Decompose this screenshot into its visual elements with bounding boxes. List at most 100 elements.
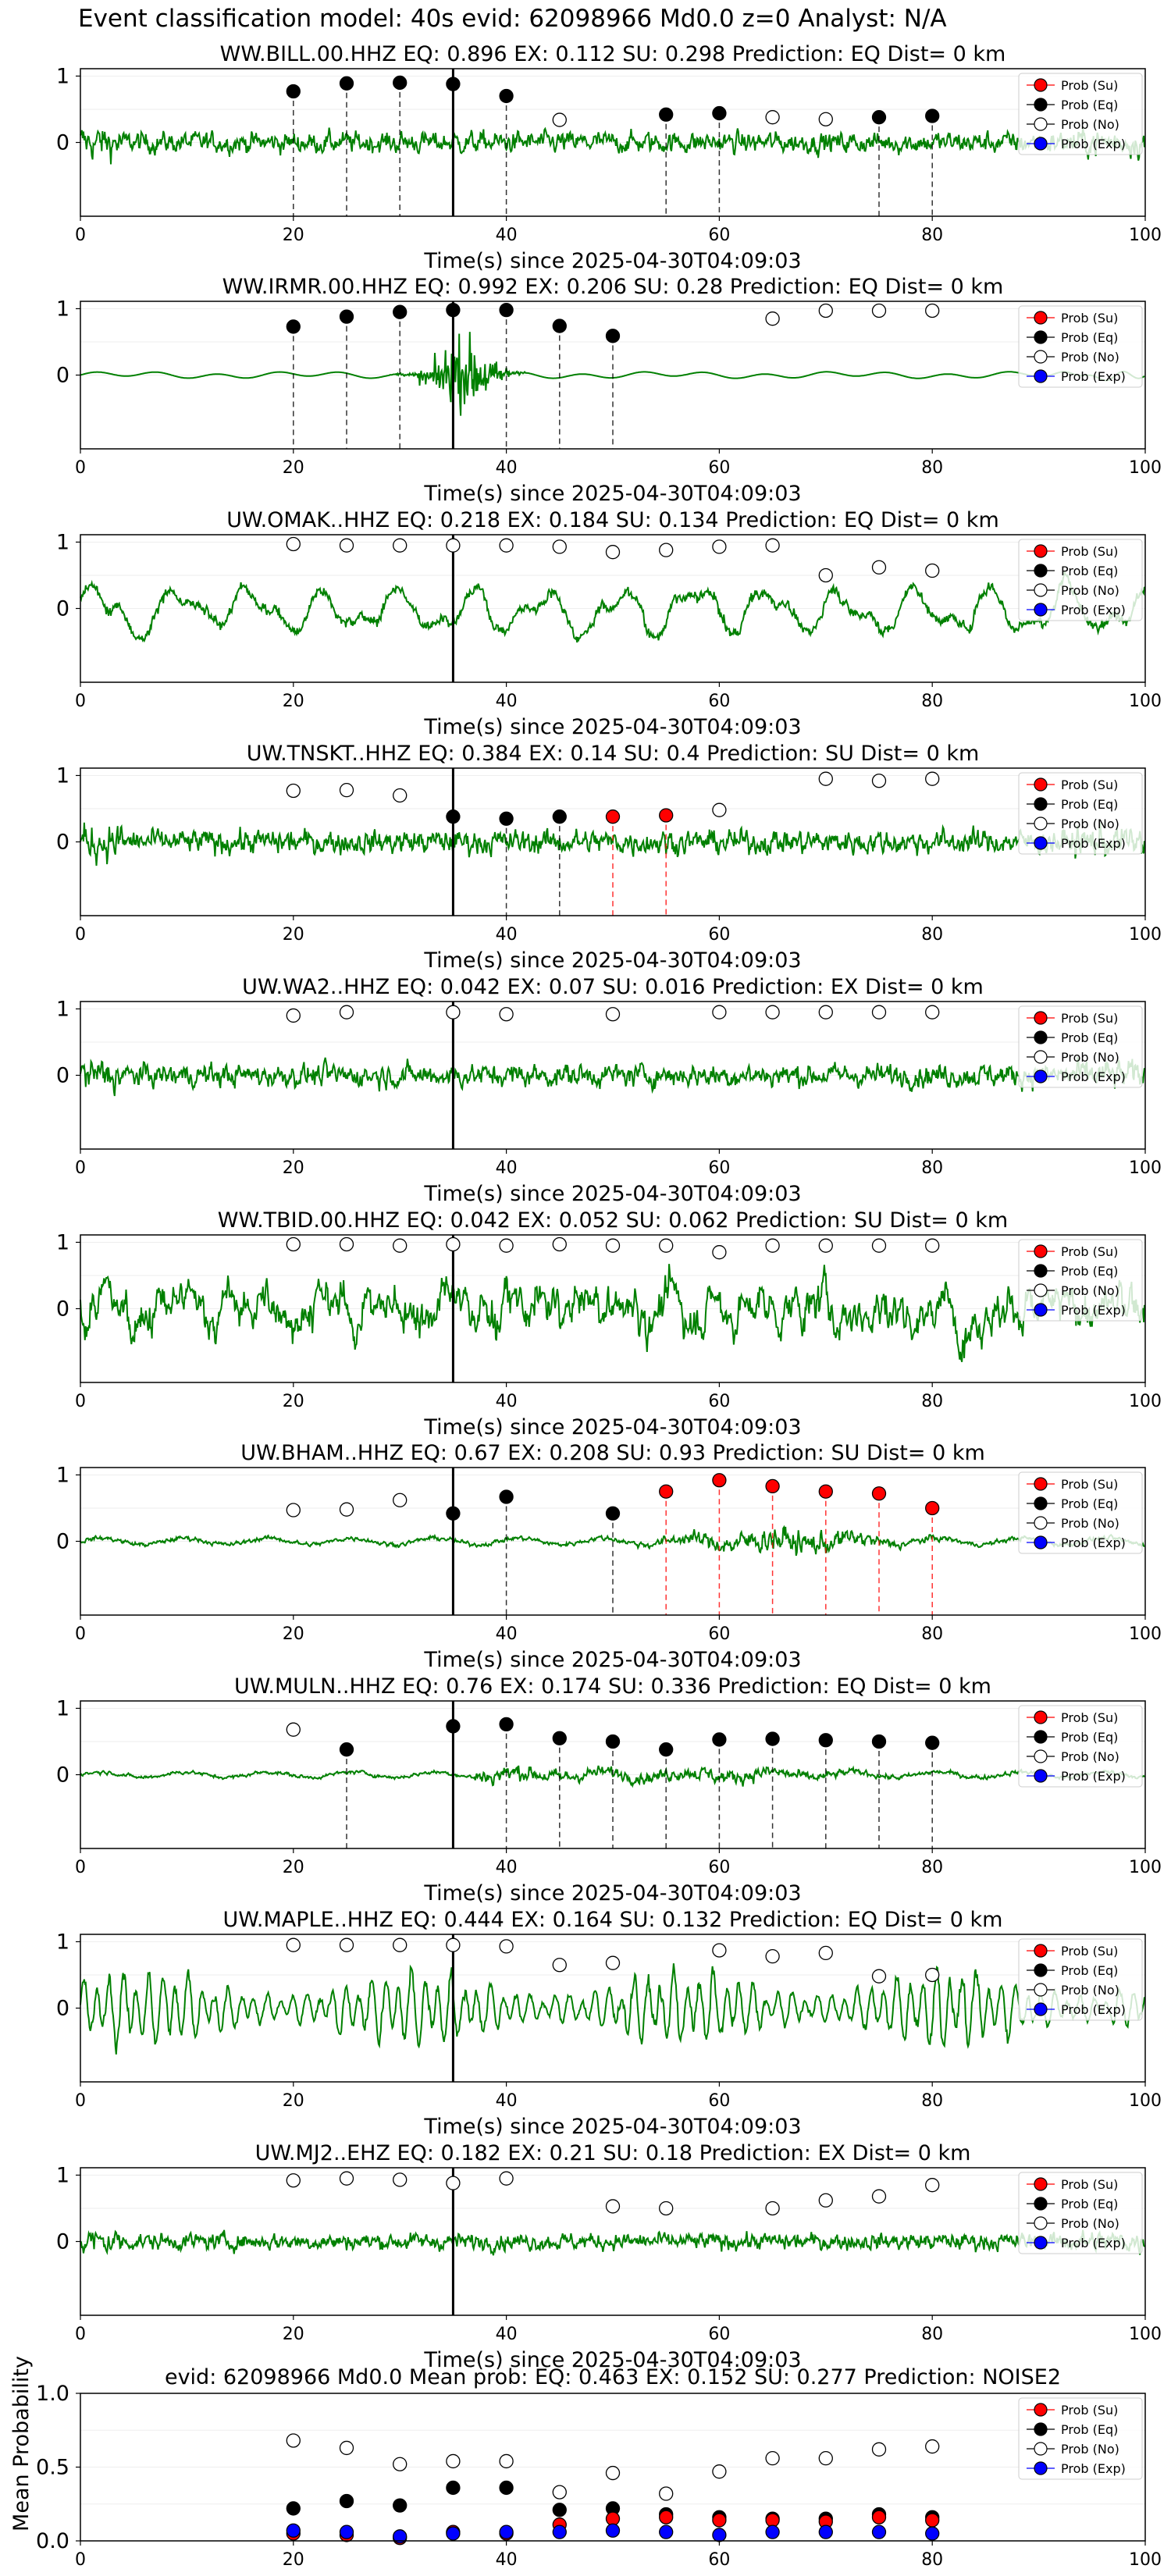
panel-9-prob-marker-no-40 [500, 1940, 513, 1953]
panel-5-xlabel: Time(s) since 2025-04-30T04:09:03 [423, 1182, 801, 1206]
panel-3-xtick-label: 40 [496, 692, 518, 711]
panel-1-prob-marker-eq-35 [447, 77, 460, 91]
mean-marker-su-65 [766, 2514, 779, 2527]
mean-panel-legend-marker-su [1034, 2403, 1047, 2416]
panel-7-xlabel: Time(s) since 2025-04-30T04:09:03 [423, 1648, 801, 1672]
panel-4-legend-label: Prob (Eq) [1061, 797, 1118, 812]
panel-9-xtick-label: 0 [75, 2091, 86, 2111]
panel-10-prob-marker-no-40 [500, 2172, 513, 2185]
panel-8-xtick-label: 20 [283, 1858, 304, 1877]
panel-5-prob-marker-no-25 [340, 1005, 354, 1019]
panel-6-legend-label: Prob (Su) [1061, 1244, 1118, 1259]
panel-2-legend-marker-exp [1034, 370, 1047, 382]
panel-6-prob-marker-no-55 [660, 1239, 673, 1252]
panel-8-legend-marker-su [1034, 1711, 1047, 1724]
panel-8-prob-marker-eq-55 [660, 1743, 673, 1756]
panel-10-prob-marker-no-35 [447, 2176, 460, 2190]
panel-7-legend-label: Prob (No) [1061, 1516, 1119, 1531]
panel-10-prob-marker-no-50 [607, 2200, 620, 2213]
panel-4-prob-marker-su-50 [607, 810, 620, 824]
panel-2-xtick-label: 60 [708, 458, 730, 478]
panel-8-ytick-label: 1 [56, 1696, 69, 1720]
panel-10-legend-marker-eq [1034, 2197, 1047, 2210]
panel-1-legend-marker-exp [1034, 137, 1047, 150]
panel-1-prob-marker-eq-40 [500, 89, 513, 102]
panel-10-prob-marker-no-25 [340, 2172, 354, 2185]
panel-10-waveform [80, 2230, 1144, 2256]
panel-4-prob-marker-su-55 [660, 809, 673, 822]
panel-8-prob-marker-eq-45 [553, 1731, 566, 1745]
mean-marker-exp-55 [660, 2525, 673, 2539]
panel-2-legend-marker-su [1034, 311, 1047, 324]
mean-ytick-label: 0.5 [36, 2456, 69, 2480]
panel-4-prob-marker-no-70 [819, 772, 832, 785]
panel-4-prob-marker-no-30 [393, 788, 407, 802]
panel-8-prob-marker-eq-80 [926, 1736, 939, 1749]
panel-2-legend-marker-eq [1034, 331, 1047, 343]
panel-8-legend-label: Prob (Su) [1061, 1710, 1118, 1725]
panel-9-xtick-label: 100 [1129, 2091, 1162, 2111]
panel-6-ytick-label: 0 [56, 1297, 69, 1322]
panel-5-ytick-label: 1 [56, 997, 69, 1021]
panel-5-legend-label: Prob (Exp) [1061, 1069, 1126, 1084]
panel-5-xtick-label: 0 [75, 1158, 86, 1178]
panel-5-prob-marker-no-35 [447, 1005, 460, 1019]
panel-5-xtick-label: 100 [1129, 1158, 1162, 1178]
panel-3-prob-marker-no-55 [660, 543, 673, 557]
panel-4-title: UW.TNSKT..HHZ EQ: 0.384 EX: 0.14 SU: 0.4… [247, 742, 980, 766]
panel-9-xlabel: Time(s) since 2025-04-30T04:09:03 [423, 2115, 801, 2139]
panel-10-prob-marker-no-55 [660, 2201, 673, 2215]
panel-6-xtick-label: 40 [496, 1392, 518, 1411]
panel-7-prob-marker-su-75 [873, 1487, 886, 1500]
panel-6-legend-marker-eq [1034, 1265, 1047, 1277]
panel-7-xtick-label: 20 [283, 1624, 304, 1644]
panel-3-title: UW.OMAK..HHZ EQ: 0.218 EX: 0.184 SU: 0.1… [226, 508, 999, 532]
panel-8-legend-label: Prob (No) [1061, 1749, 1119, 1764]
panel-5-prob-marker-no-60 [713, 1005, 726, 1019]
panel-6-prob-marker-no-35 [447, 1238, 460, 1251]
panel-7-prob-marker-su-70 [819, 1485, 832, 1498]
panel-7-prob-marker-no-20 [287, 1503, 300, 1517]
panel-3-prob-marker-no-20 [287, 538, 300, 551]
panel-6-waveform [80, 1264, 1144, 1362]
panel-2-legend-label: Prob (Eq) [1061, 330, 1118, 345]
panel-9-legend-label: Prob (Su) [1061, 1944, 1118, 1959]
panel-7-ytick-label: 1 [56, 1463, 69, 1487]
panel-7-legend-marker-eq [1034, 1497, 1047, 1510]
mean-marker-exp-45 [553, 2525, 566, 2539]
panel-1-xtick-label: 0 [75, 226, 86, 245]
panel-1-prob-marker-no-70 [819, 112, 832, 126]
panel-7-prob-marker-su-65 [766, 1479, 779, 1493]
mean-marker-eq-35 [447, 2481, 460, 2494]
panel-3-prob-marker-no-80 [926, 564, 939, 578]
panel-3-xtick-label: 80 [921, 692, 943, 711]
panel-9-legend-marker-eq [1034, 1964, 1047, 1976]
panel-1-prob-marker-eq-55 [660, 108, 673, 121]
panel-2-legend-label: Prob (No) [1061, 350, 1119, 365]
panel-6-legend-label: Prob (Exp) [1061, 1303, 1126, 1318]
mean-marker-exp-25 [340, 2525, 354, 2539]
panel-2-ytick-label: 0 [56, 364, 69, 388]
panel-2-ytick-label: 1 [56, 297, 69, 321]
panel-9-xtick-label: 80 [921, 2091, 943, 2111]
panel-9-prob-marker-no-45 [553, 1959, 566, 1972]
panel-6-ytick-label: 1 [56, 1230, 69, 1254]
panel-2-prob-marker-eq-35 [447, 304, 460, 317]
panel-4-ytick-label: 0 [56, 831, 69, 855]
mean-marker-exp-35 [447, 2527, 460, 2540]
panel-2-legend-label: Prob (Su) [1061, 311, 1118, 326]
panel-7-xtick-label: 80 [921, 1624, 943, 1644]
panel-2-xtick-label: 80 [921, 458, 943, 478]
panel-8-prob-marker-eq-70 [819, 1734, 832, 1747]
panel-5-legend-label: Prob (Eq) [1061, 1030, 1118, 1045]
mean-marker-su-75 [873, 2510, 886, 2524]
panel-1-legend-marker-no [1034, 118, 1047, 130]
mean-marker-no-65 [766, 2452, 779, 2465]
panel-3-legend-label: Prob (Exp) [1061, 603, 1126, 617]
panel-1-legend-label: Prob (Eq) [1061, 98, 1118, 112]
panel-9-legend-label: Prob (No) [1061, 1983, 1119, 1998]
panel-5-legend-marker-exp [1034, 1070, 1047, 1083]
panel-8-xtick-label: 0 [75, 1858, 86, 1877]
mean-panel-xtick-label: 100 [1129, 2550, 1162, 2570]
